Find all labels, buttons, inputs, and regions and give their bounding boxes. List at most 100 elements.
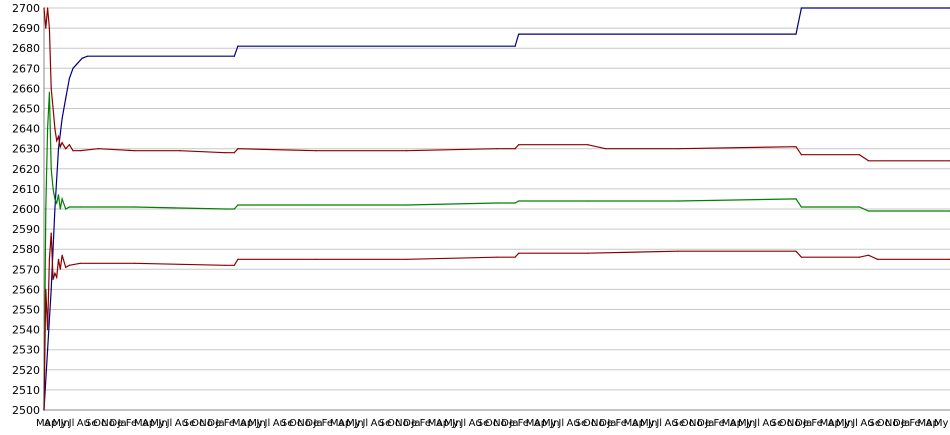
data-point: [795, 146, 797, 148]
data-point: [59, 208, 61, 210]
x-tick-label: Ma: [134, 418, 149, 429]
x-tick-label: No: [493, 418, 507, 429]
x-tick-label: Oc: [289, 418, 302, 429]
data-point: [56, 202, 58, 204]
data-point: [800, 7, 803, 9]
x-tick-label: Ap: [632, 418, 645, 429]
data-point: [50, 87, 52, 89]
data-point: [514, 202, 516, 204]
data-point: [587, 252, 589, 254]
data-point: [518, 200, 520, 202]
x-tick-label: Fe: [126, 418, 137, 429]
x-tick-label: Jl: [655, 418, 662, 429]
data-point: [47, 7, 49, 9]
x-tick-label: Ma: [820, 418, 835, 429]
x-tick-label: Se: [869, 418, 882, 429]
y-tick-label: 2650: [12, 103, 40, 116]
x-tick-label: No: [885, 418, 899, 429]
x-tick-label: Ja: [606, 418, 616, 429]
data-point: [867, 160, 870, 162]
x-tick-label: Jl: [459, 418, 466, 429]
x-tick-label: Se: [85, 418, 98, 429]
x-tick-label: Ap: [44, 418, 57, 429]
x-tick-label: De: [305, 418, 319, 429]
x-tick-label: Fe: [420, 418, 431, 429]
x-tick-label: Fe: [224, 418, 235, 429]
x-tick-label: Jn: [451, 418, 461, 429]
data-point: [514, 148, 516, 150]
data-point: [52, 278, 54, 280]
data-point: [134, 150, 136, 152]
y-tick-label: 2550: [12, 304, 40, 317]
y-tick-label: 2600: [12, 203, 40, 216]
data-point: [54, 272, 56, 274]
data-point: [68, 264, 70, 266]
x-tick-label: Au: [469, 418, 482, 429]
data-point: [65, 148, 67, 150]
data-point: [68, 77, 70, 79]
x-tick-label: My: [346, 418, 361, 429]
x-tick-label: Ja: [900, 418, 910, 429]
x-tick-label: Ma: [428, 418, 443, 429]
data-point: [315, 258, 317, 260]
data-point: [45, 208, 47, 210]
y-tick-label: 2510: [12, 384, 40, 397]
data-point: [65, 266, 67, 268]
data-point: [79, 262, 81, 264]
data-point: [800, 256, 803, 258]
x-tick-label: Au: [273, 418, 286, 429]
x-tick-label: Ma: [232, 418, 247, 429]
x-tick-label: My: [836, 418, 851, 429]
data-point: [59, 268, 61, 270]
data-point: [224, 264, 226, 266]
x-tick-label: Se: [281, 418, 294, 429]
data-point: [237, 204, 239, 206]
x-tick-label: Fe: [322, 418, 333, 429]
x-tick-label: Fe: [518, 418, 529, 429]
x-tick-label: Ap: [436, 418, 449, 429]
x-tick-label: Fe: [909, 418, 920, 429]
x-tick-label: Oc: [191, 418, 204, 429]
x-tick-label: Oc: [93, 418, 106, 429]
data-point: [518, 33, 520, 35]
data-point: [587, 200, 589, 202]
x-tick-label: Au: [762, 418, 775, 429]
data-point: [54, 208, 56, 210]
data-series: [43, 7, 950, 411]
data-point: [61, 118, 63, 120]
x-tick-label: Jl: [851, 418, 858, 429]
data-point: [57, 258, 60, 260]
data-point: [57, 148, 60, 150]
data-point: [47, 329, 49, 331]
x-tick-label: De: [403, 418, 417, 429]
x-tick-label: Ja: [410, 418, 420, 429]
data-point: [54, 198, 56, 200]
y-tick-label: 2680: [12, 42, 40, 55]
data-point: [72, 67, 74, 69]
x-tick-label: De: [599, 418, 613, 429]
x-tick-label: Fe: [616, 418, 627, 429]
data-point: [233, 152, 235, 154]
data-point: [876, 258, 879, 260]
x-tick-label: My: [934, 418, 949, 429]
data-point: [134, 206, 136, 208]
data-point: [43, 7, 45, 9]
x-tick-label: Se: [771, 418, 784, 429]
data-point: [48, 258, 51, 260]
y-tick-label: 2640: [12, 123, 40, 136]
x-tick-label: Jn: [255, 418, 265, 429]
data-point: [795, 33, 797, 35]
data-point: [57, 136, 60, 138]
x-tick-label: Ap: [730, 418, 743, 429]
data-point: [795, 250, 797, 252]
x-tick-label: Se: [379, 418, 392, 429]
data-point: [86, 55, 89, 57]
x-tick-label: No: [199, 418, 213, 429]
x-tick-label: Ma: [624, 418, 639, 429]
data-point: [858, 256, 861, 258]
data-point: [54, 128, 56, 130]
x-tick-label: Jn: [59, 418, 69, 429]
x-tick-label: Jn: [745, 418, 755, 429]
data-point: [68, 144, 70, 146]
